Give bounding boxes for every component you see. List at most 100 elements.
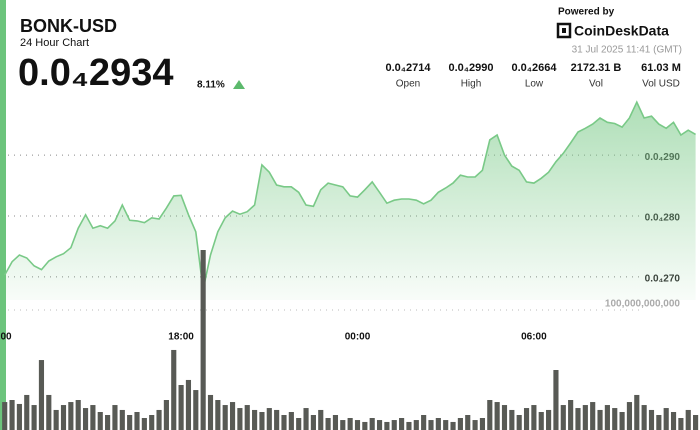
volume-bar bbox=[119, 409, 125, 430]
volume-bar bbox=[288, 412, 294, 430]
volume-bar bbox=[443, 420, 449, 430]
volume-bar bbox=[207, 394, 214, 430]
x-tick-label: 06:00 bbox=[521, 332, 547, 343]
volume-bar bbox=[53, 409, 59, 430]
volume-bar bbox=[75, 400, 81, 430]
volume-bar bbox=[222, 405, 228, 430]
volume-bar bbox=[656, 415, 662, 430]
volume-bar bbox=[163, 400, 169, 430]
volume-bar bbox=[237, 408, 243, 430]
volume-bar bbox=[626, 402, 633, 430]
volume-bar bbox=[38, 360, 45, 430]
stat-value: 0.0₄2664 bbox=[511, 62, 557, 74]
volume-bar bbox=[376, 420, 383, 430]
volume-bar bbox=[274, 409, 280, 430]
volume-bar bbox=[178, 385, 184, 430]
volume-bar bbox=[369, 418, 375, 430]
x-tick-label: 00:00 bbox=[345, 332, 371, 343]
volume-bar bbox=[347, 418, 353, 430]
stat-label: High bbox=[461, 79, 482, 90]
volume-tick-label: 100,000,000,000 bbox=[605, 299, 681, 310]
volume-bar bbox=[678, 418, 684, 430]
volume-bar bbox=[435, 418, 441, 430]
stat-label: Vol USD bbox=[642, 79, 680, 90]
volume-bar bbox=[82, 408, 89, 430]
volume-bar bbox=[479, 418, 486, 430]
volume-bar bbox=[457, 418, 463, 430]
area bbox=[4, 102, 696, 300]
volume-bar bbox=[325, 418, 331, 430]
volume-bar bbox=[413, 420, 419, 430]
volume-bar bbox=[384, 421, 390, 430]
volume-bar bbox=[90, 405, 96, 430]
volume-bar bbox=[575, 408, 581, 430]
volume-bar bbox=[68, 402, 74, 430]
subtitle: 24 Hour Chart bbox=[20, 37, 89, 49]
volume-bar bbox=[501, 405, 508, 430]
stat-value: 2172.31 B bbox=[571, 62, 622, 74]
volume-bar bbox=[531, 405, 537, 430]
volume-bar bbox=[9, 400, 15, 430]
volume-bar bbox=[281, 415, 287, 430]
volume-bar bbox=[641, 405, 647, 430]
volume-bar bbox=[509, 409, 515, 430]
volume-bar bbox=[332, 415, 339, 430]
stat-label: Vol bbox=[589, 79, 603, 90]
volume-bar bbox=[523, 408, 530, 430]
title: BONK-USD bbox=[20, 16, 117, 36]
volume-bar bbox=[560, 405, 566, 430]
volume-bar bbox=[112, 405, 118, 430]
volume-bar bbox=[296, 418, 302, 430]
volume-bar bbox=[134, 412, 140, 430]
volume-bar bbox=[244, 405, 250, 430]
stat-value: 0.0₄2714 bbox=[385, 62, 431, 74]
volume-bar bbox=[391, 420, 397, 430]
volume-bar bbox=[252, 409, 258, 430]
volume-bar bbox=[303, 408, 309, 430]
volume-bar bbox=[693, 415, 699, 430]
volume-bar bbox=[487, 400, 493, 430]
brand: CoinDeskData bbox=[574, 23, 669, 39]
volume-bar bbox=[612, 408, 618, 430]
stat-label: Low bbox=[525, 79, 544, 90]
volume-bar bbox=[634, 394, 640, 430]
volume-bar bbox=[619, 412, 625, 430]
logo-icon bbox=[556, 22, 572, 39]
volume-bar bbox=[171, 349, 177, 430]
volume-bar bbox=[546, 409, 552, 430]
volume-bar bbox=[516, 415, 522, 430]
volume-bar bbox=[318, 409, 324, 430]
volume-bar bbox=[215, 400, 221, 430]
volume-bar bbox=[141, 418, 147, 430]
x-tick-label: 18:00 bbox=[168, 332, 194, 343]
volume-bar bbox=[31, 405, 37, 430]
volume-bar bbox=[568, 400, 574, 430]
volume-bar bbox=[472, 420, 478, 430]
stat-value: 0.0₄2990 bbox=[448, 62, 493, 74]
volume-bar bbox=[266, 408, 272, 430]
volume-bar bbox=[590, 402, 596, 430]
volume-bar bbox=[354, 420, 361, 430]
volume-bar bbox=[582, 405, 588, 430]
volume-bar bbox=[60, 405, 67, 430]
up-arrow bbox=[233, 80, 245, 89]
volume-bar bbox=[185, 379, 192, 430]
volume-bar bbox=[465, 415, 471, 430]
volume-bar bbox=[105, 415, 111, 430]
volume-bar bbox=[428, 420, 434, 430]
volume-bar bbox=[193, 390, 199, 430]
volume-bar bbox=[399, 418, 405, 430]
volume-bar bbox=[553, 370, 559, 430]
accent-strip bbox=[0, 0, 6, 430]
volume-bar bbox=[156, 409, 162, 430]
volume-bar bbox=[421, 415, 427, 430]
volume-bar bbox=[538, 412, 544, 430]
volume-bar bbox=[24, 394, 30, 430]
volume-bar bbox=[2, 402, 8, 430]
volume-bar bbox=[259, 412, 265, 430]
x-tick-label: 00 bbox=[0, 332, 12, 343]
volume-bar bbox=[597, 409, 603, 430]
price: 0.0₄2934 bbox=[18, 52, 173, 94]
